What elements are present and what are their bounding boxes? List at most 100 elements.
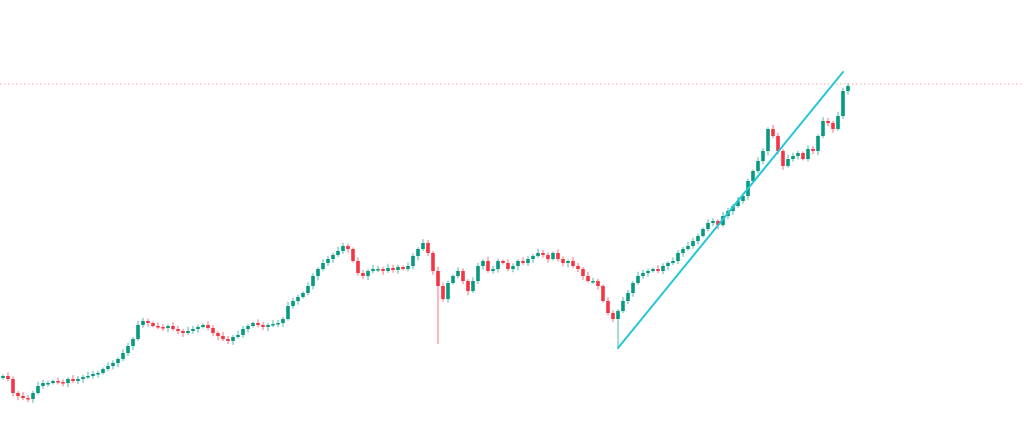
candle-up: [446, 283, 450, 299]
candle-up: [281, 319, 285, 323]
candles-group: [1, 83, 850, 403]
candle-down: [436, 271, 440, 286]
candle-up: [531, 256, 535, 259]
candle-up: [756, 161, 760, 171]
candle-up: [321, 263, 325, 269]
candle-down: [391, 268, 395, 270]
candle-down: [61, 382, 65, 384]
candle-up: [701, 229, 705, 236]
candle-up: [706, 223, 710, 229]
candle-down: [156, 326, 160, 328]
candle-up: [806, 149, 810, 159]
candle-down: [16, 393, 20, 396]
candle-down: [56, 381, 60, 383]
candle-up: [741, 196, 745, 201]
candle-up: [141, 321, 145, 325]
candle-down: [546, 255, 550, 259]
candle-down: [656, 269, 660, 271]
candle-up: [841, 91, 845, 116]
candle-up: [186, 331, 190, 333]
candle-up: [631, 283, 635, 293]
candle-down: [571, 261, 575, 266]
candle-up: [131, 339, 135, 346]
candle-up: [416, 249, 420, 256]
candle-up: [201, 325, 205, 327]
trendline[interactable]: [617, 71, 844, 349]
candle-up: [36, 386, 40, 393]
candle-up: [376, 269, 380, 271]
candle-down: [606, 301, 610, 313]
candle-up: [421, 243, 425, 249]
candle-up: [116, 359, 120, 363]
candle-up: [591, 281, 595, 283]
candle-up: [696, 236, 700, 241]
candle-up: [761, 151, 765, 161]
candle-up: [406, 266, 410, 269]
candle-down: [351, 249, 355, 261]
candle-down: [461, 271, 465, 281]
candle-up: [846, 86, 850, 91]
candle-up: [386, 268, 390, 271]
candle-up: [196, 327, 200, 329]
candle-up: [331, 255, 335, 259]
candle-up: [681, 249, 685, 253]
candle-up: [536, 253, 540, 256]
candle-up: [791, 156, 795, 159]
candle-up: [271, 324, 275, 326]
candle-down: [206, 325, 210, 328]
candle-down: [381, 269, 385, 271]
candle-up: [621, 301, 625, 311]
candle-down: [716, 221, 720, 225]
candle-up: [266, 325, 270, 327]
candle-down: [261, 325, 265, 327]
candle-up: [676, 253, 680, 261]
candle-down: [6, 376, 10, 379]
candle-up: [651, 269, 655, 271]
candle-down: [611, 313, 615, 319]
candle-up: [316, 269, 320, 276]
candle-down: [776, 136, 780, 151]
candle-down: [506, 263, 510, 269]
candle-up: [126, 346, 130, 353]
candle-down: [541, 253, 545, 255]
candle-up: [481, 261, 485, 266]
candle-down: [181, 331, 185, 333]
candle-up: [296, 297, 300, 301]
candle-up: [286, 306, 290, 319]
candle-up: [76, 379, 80, 381]
candle-up: [81, 377, 85, 379]
candle-down: [161, 327, 165, 329]
candle-up: [91, 374, 95, 376]
candle-up: [251, 323, 255, 326]
candle-down: [216, 333, 220, 336]
candle-up: [786, 159, 790, 166]
candle-down: [401, 267, 405, 269]
candle-up: [526, 259, 530, 263]
candle-up: [451, 276, 455, 283]
candle-up: [236, 335, 240, 337]
candle-up: [166, 326, 170, 328]
candle-down: [431, 253, 435, 271]
candle-down: [596, 281, 600, 286]
candle-down: [781, 151, 785, 166]
candle-up: [41, 383, 45, 386]
candle-up: [836, 116, 840, 129]
candle-up: [751, 171, 755, 181]
candle-up: [276, 323, 280, 325]
candle-up: [246, 326, 250, 329]
candle-up: [476, 266, 480, 281]
candle-down: [801, 153, 805, 159]
candle-up: [396, 267, 400, 270]
candle-down: [426, 243, 430, 253]
candle-up: [191, 329, 195, 331]
candle-down: [466, 281, 470, 291]
candle-up: [671, 261, 675, 263]
candle-up: [326, 259, 330, 263]
candle-down: [586, 276, 590, 281]
candle-down: [576, 266, 580, 269]
candle-up: [766, 129, 770, 151]
candle-up: [736, 201, 740, 206]
candle-up: [291, 301, 295, 306]
candle-down: [486, 261, 490, 271]
candle-up: [641, 273, 645, 276]
